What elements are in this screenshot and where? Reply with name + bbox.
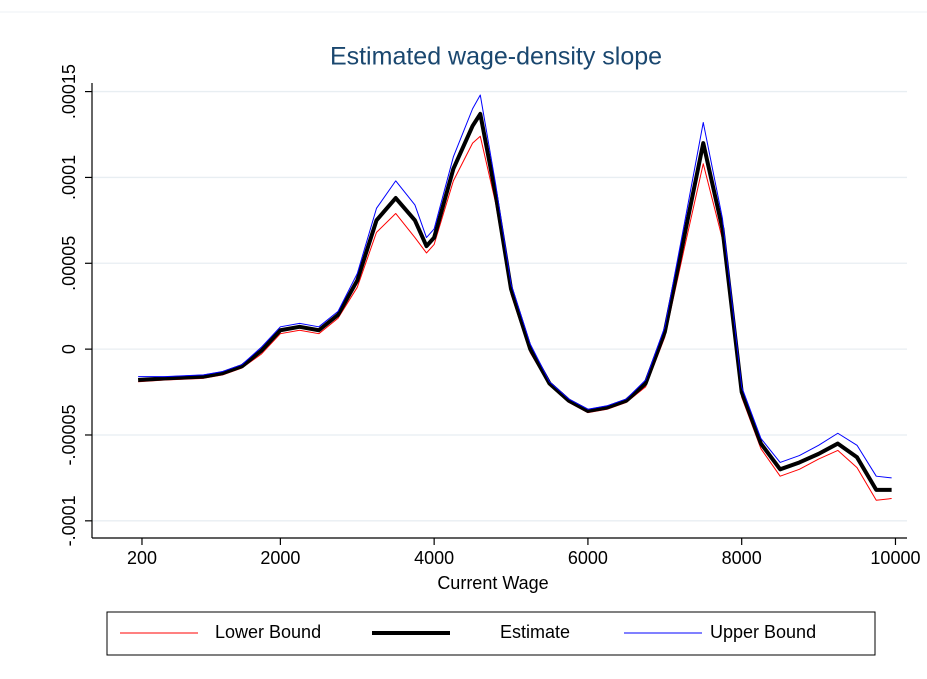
legend-label: Upper Bound xyxy=(710,622,816,642)
y-tick-label: .00015 xyxy=(59,64,79,119)
legend-label: Lower Bound xyxy=(215,622,321,642)
series-line xyxy=(138,135,892,501)
x-tick-label: 2000 xyxy=(260,548,300,568)
series-line xyxy=(138,94,892,479)
chart-title: Estimated wage-density slope xyxy=(330,43,662,71)
legend-label: Estimate xyxy=(500,622,570,642)
x-tick-label: 6000 xyxy=(568,548,608,568)
legend xyxy=(106,611,876,656)
x-tick-label: 200 xyxy=(127,548,157,568)
x-tick-label: 10000 xyxy=(870,548,920,568)
series-line xyxy=(138,111,892,492)
y-tick-label: .0001 xyxy=(59,155,79,200)
y-tick-label: .00005 xyxy=(59,236,79,291)
x-tick-label: 4000 xyxy=(414,548,454,568)
y-tick-label: 0 xyxy=(59,344,79,354)
x-tick-label: 8000 xyxy=(722,548,762,568)
y-tick-label: -.0001 xyxy=(59,495,79,546)
x-axis-label: Current Wage xyxy=(437,573,548,593)
y-tick-label: -.00005 xyxy=(59,404,79,465)
